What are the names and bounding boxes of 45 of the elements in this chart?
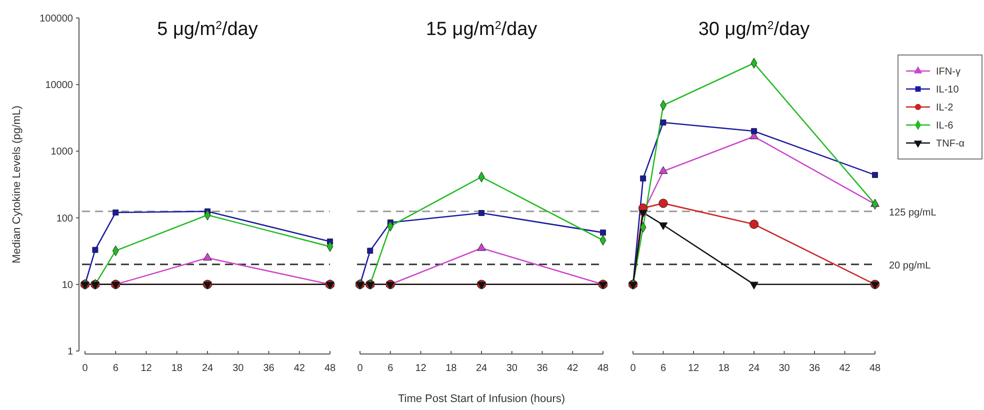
ref-line-label: 20 pg/mL	[889, 260, 932, 272]
x-axis-title: Time Post Start of Infusion (hours)	[398, 393, 566, 405]
x-tick-label: 48	[869, 363, 881, 374]
x-tick-label: 42	[567, 363, 579, 374]
x-tick-label: 36	[536, 363, 548, 374]
y-tick-label: 10	[62, 280, 74, 291]
chart-title: 30 μg/m$^{2}$/day	[698, 19, 810, 40]
x-tick-label: 6	[112, 363, 119, 374]
x-tick-label: 24	[202, 363, 214, 374]
y-tick-label: 1000	[50, 146, 74, 158]
y-axis-title: Median Cytokine Levels (pg/mL)	[11, 106, 23, 264]
x-tick-label: 18	[718, 363, 730, 374]
chart-title: 15 μg/m$^{2}$/day	[426, 19, 538, 40]
y-tick-label: 100000	[40, 14, 74, 24]
x-tick-label: 12	[415, 363, 427, 374]
legend-label: IL-10	[936, 84, 960, 96]
legend-label: IFN-γ	[936, 66, 960, 78]
x-tick-label: 30	[506, 363, 518, 374]
x-tick-label: 42	[294, 363, 306, 374]
x-tick-label: 12	[140, 363, 152, 374]
x-tick-label: 0	[630, 363, 636, 374]
x-tick-label: 48	[324, 363, 336, 374]
x-tick-label: 24	[748, 363, 760, 374]
x-tick-label: 36	[808, 363, 820, 374]
x-tick-label: 18	[446, 363, 458, 374]
legend-label: IL-2	[936, 102, 954, 114]
y-tick-label: 10000	[45, 80, 74, 92]
x-tick-label: 6	[388, 363, 394, 374]
legend-label: TNF-α	[936, 138, 965, 150]
x-tick-label: 30	[778, 363, 790, 374]
y-tick-label: 100	[56, 213, 74, 224]
x-tick-label: 42	[839, 363, 851, 374]
x-tick-label: 12	[688, 363, 700, 374]
x-tick-label: 24	[476, 363, 488, 374]
legend-label: IL-6	[936, 120, 954, 132]
x-tick-label: 48	[597, 363, 609, 374]
x-tick-label: 36	[263, 363, 275, 374]
x-tick-label: 18	[171, 363, 183, 374]
x-tick-label: 0	[82, 363, 88, 374]
x-tick-label: 30	[232, 363, 244, 374]
ref-line-label: 125 pg/mL	[889, 207, 937, 218]
x-tick-label: 0	[357, 363, 364, 374]
chart-title: 5 μg/m$^{2}$/day	[157, 19, 258, 40]
y-tick-label: 1	[67, 346, 74, 358]
x-tick-label: 6	[660, 363, 666, 374]
